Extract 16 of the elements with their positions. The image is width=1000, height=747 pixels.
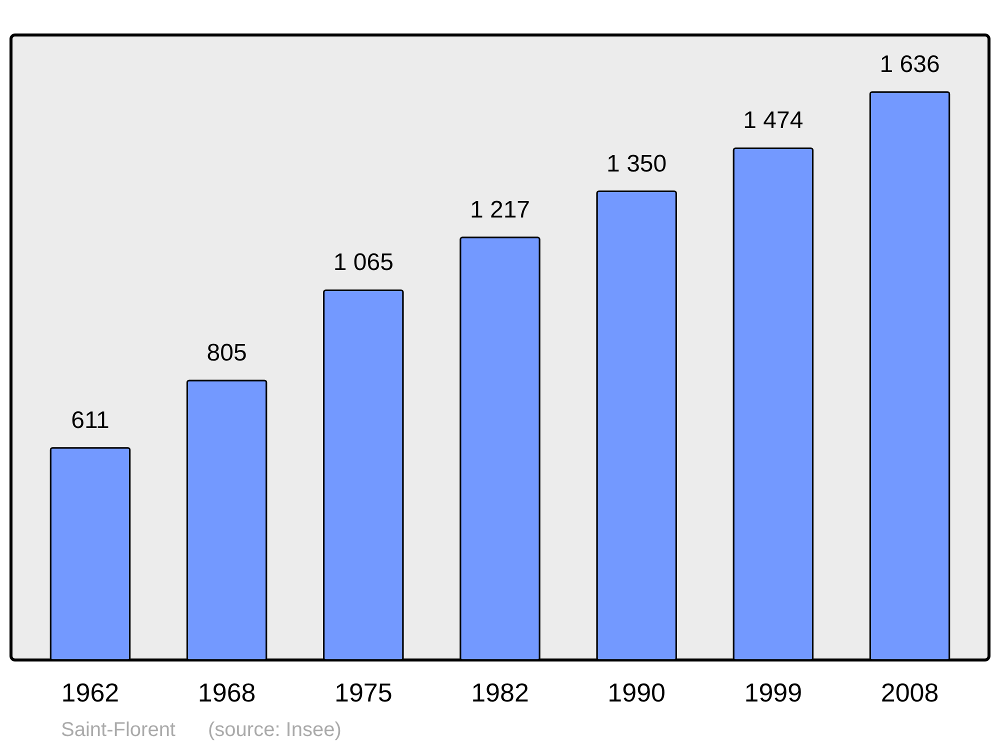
text: (source: Insee) [208, 719, 342, 741]
x-tick-label: 1982 [471, 678, 529, 708]
data-label: 1 217 [470, 196, 530, 224]
data-label: 1 350 [606, 150, 667, 178]
data-label: 1 636 [880, 50, 940, 78]
x-tick-label: 2008 [880, 678, 939, 708]
text: Saint-Florent [61, 719, 176, 741]
x-tick-label: 1999 [744, 678, 802, 708]
x-tick-label: 1968 [198, 678, 256, 708]
x-tick-label: 1962 [61, 678, 120, 708]
data-label: 611 [71, 406, 110, 434]
data-label: 805 [206, 339, 247, 366]
x-tick-label: 1975 [334, 678, 392, 708]
data-label: 1 474 [743, 107, 804, 134]
x-tick-label: 1990 [608, 678, 666, 708]
data-label: 1 065 [333, 249, 394, 276]
